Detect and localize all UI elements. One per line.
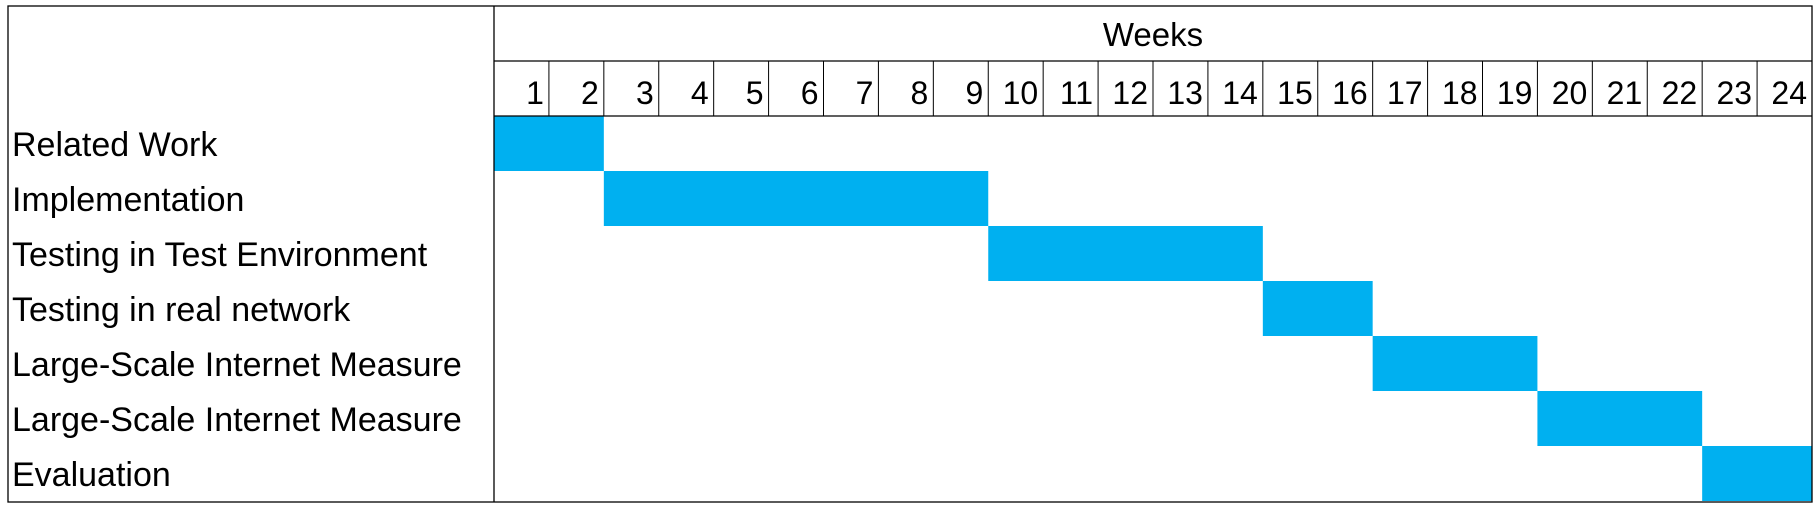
week-label: 21 [1607,75,1643,111]
week-label: 10 [1003,75,1039,111]
gantt-bar [1262,281,1373,336]
gantt-bar [494,116,604,171]
week-label: 16 [1332,75,1368,111]
week-label: 2 [581,75,599,111]
bars-layer [494,116,1812,501]
week-label: 6 [801,75,819,111]
task-label: Large-Scale Internet Measure [12,401,462,439]
gantt-bar [603,171,989,226]
week-label: 12 [1112,75,1148,111]
week-label: 11 [1060,75,1093,111]
task-label: Testing in Test Environment [12,236,428,274]
gantt-bar [1702,446,1812,501]
task-label: Large-Scale Internet Measure [12,346,462,384]
task-label: Implementation [12,181,244,219]
task-label: Evaluation [12,456,171,494]
task-label: Related Work [12,126,218,164]
week-label: 18 [1442,75,1478,111]
week-label: 22 [1662,75,1698,111]
week-label: 14 [1222,75,1258,111]
gantt-bar [988,226,1263,281]
week-label: 15 [1277,75,1313,111]
week-label: 4 [691,75,709,111]
weeks-header: Weeks [1103,16,1203,53]
week-label: 1 [526,75,544,111]
week-label: 8 [911,75,929,111]
week-label: 3 [636,75,654,111]
week-label: 19 [1497,75,1533,111]
week-label: 23 [1716,75,1752,111]
gantt-bar [1372,336,1538,391]
week-label: 9 [965,75,983,111]
gantt-bar [1537,391,1703,446]
grid-layer [7,5,1813,503]
chart-border [7,5,1813,503]
week-label: 13 [1167,75,1203,111]
week-label: 17 [1387,75,1423,111]
week-label: 7 [856,75,874,111]
week-label: 5 [746,75,764,111]
task-label: Testing in real network [12,291,351,329]
week-label: 20 [1552,75,1588,111]
week-label: 24 [1771,75,1807,111]
